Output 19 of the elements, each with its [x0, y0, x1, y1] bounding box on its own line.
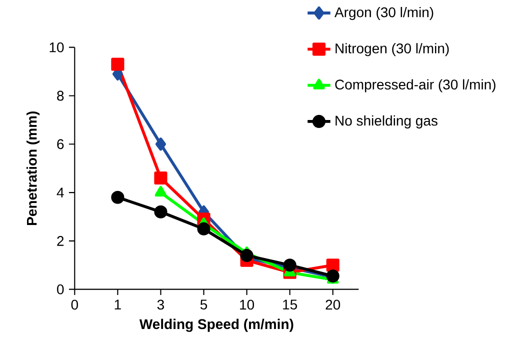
x-tick-label: 3 [157, 300, 164, 310]
y-tick-label: 6 [57, 139, 64, 150]
y-tick-label: 10 [50, 42, 64, 52]
x-tick-label: 20 [326, 300, 340, 310]
legend-label: Compressed-air (30 l/min) [335, 79, 496, 92]
x-tick-label: 15 [283, 300, 298, 310]
y-tick-label: 0 [57, 284, 64, 294]
legend-label: No shielding gas [336, 115, 438, 128]
y-tick-label: 8 [57, 90, 64, 101]
x-tick-label: 5 [200, 300, 208, 310]
x-tick-label: 0 [71, 300, 78, 310]
x-axis-title: Welding Speed (m/min) [139, 318, 294, 332]
x-tick-label: 10 [240, 300, 254, 310]
legend-label: Argon (30 l/min) [334, 6, 434, 20]
x-tick-label: 1 [114, 300, 121, 310]
y-tick-label: 2 [57, 236, 64, 246]
y-axis-title: Penetration (mm) [26, 112, 40, 225]
legend-label: Nitrogen (30 l/min) [336, 43, 449, 56]
y-tick-label: 4 [56, 188, 64, 198]
